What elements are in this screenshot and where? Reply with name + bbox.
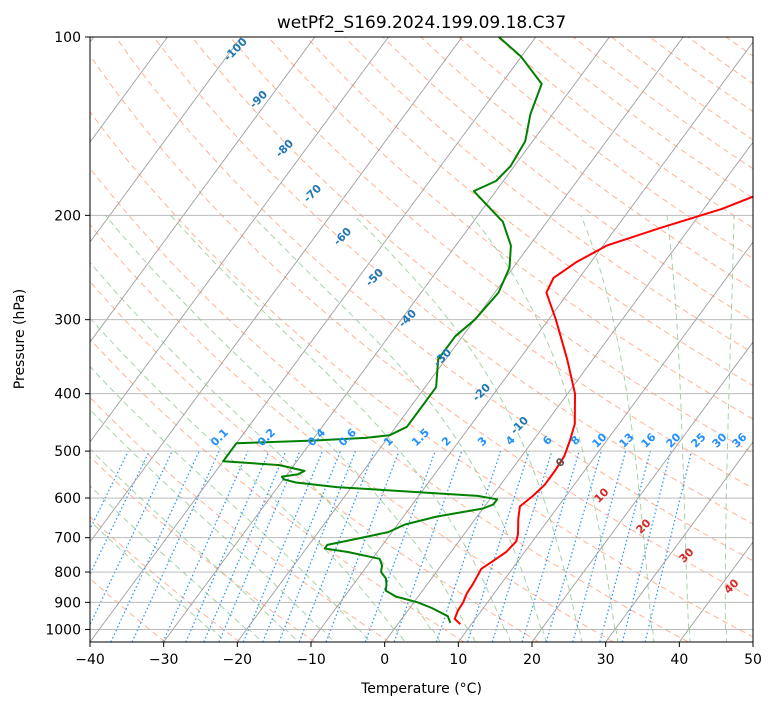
isotherm-grid (90, 37, 753, 642)
moist-adiabat-line (541, 628, 547, 642)
isotherm-line (90, 37, 463, 543)
pressure-grid (90, 36, 753, 630)
mixing-ratio-line (131, 450, 220, 642)
moist-adiabat-line (504, 628, 512, 642)
mixing-ratio-line (242, 450, 324, 642)
y-tick-label: 600 (54, 491, 81, 507)
moist-adiabat-line (430, 628, 441, 642)
y-tick-label: 800 (54, 565, 81, 581)
x-tick-label: −10 (296, 652, 326, 668)
chart-title: wetPf2_S169.2024.199.09.18.C37 (277, 13, 566, 33)
sounding-profiles (222, 37, 753, 625)
isotherm-line (90, 37, 537, 642)
mixing-ratio-line (644, 450, 693, 642)
x-tick-label: 0 (380, 652, 389, 668)
y-tick-label: 300 (54, 313, 81, 329)
isotherm-line (236, 37, 684, 642)
x-tick-label: 30 (597, 652, 615, 668)
mixing-ratio-line (218, 450, 301, 642)
moist-adiabat-line (320, 628, 335, 642)
mixing-ratio-line (110, 450, 200, 642)
dry-adiabat-line (90, 455, 315, 642)
mixing-ratio-line (364, 450, 436, 642)
moist-adiabat-line (246, 628, 263, 642)
x-tick-label: −30 (149, 652, 179, 668)
dry-adiabat-line (90, 167, 689, 642)
moist-adiabat-line (170, 214, 505, 630)
mixing-ratio-line (572, 450, 627, 642)
isotherm-line (90, 37, 168, 143)
moist-adiabat-line (105, 214, 469, 630)
x-tick-label: −40 (75, 652, 105, 668)
moist-adiabat-line (283, 628, 299, 642)
isotherm-line (90, 37, 389, 443)
x-tick-label: 10 (449, 652, 467, 668)
moist-adiabat-line (209, 628, 227, 642)
dry-adiabat-line (267, 37, 753, 420)
y-tick-label: 100 (54, 30, 81, 46)
mixing-ratio-line (393, 450, 463, 642)
mixing-ratio-line (162, 450, 249, 642)
mixing-ratio-line (491, 450, 553, 642)
y-axis-label: Pressure (hPa) (12, 289, 28, 389)
moist-adiabat-line (357, 628, 370, 642)
y-axis: 100 200 300 400 500 600 700 800 900 1000 (45, 30, 90, 638)
x-tick-label: 40 (670, 652, 688, 668)
isotherm-line (384, 141, 753, 642)
mixing-ratio-line (185, 450, 270, 642)
moist-adiabat-line (614, 628, 619, 642)
mixing-ratio-line (466, 450, 530, 642)
dry-adiabat-line (764, 37, 775, 642)
x-axis: −40 −30 −20 −10 0 10 20 30 40 50 (75, 642, 762, 668)
dry-adiabat-line (305, 37, 753, 387)
mixing-ratio-line (521, 450, 580, 642)
isotherm-line (605, 441, 753, 642)
mixing-ratio-line (435, 450, 502, 642)
dry-adiabat-line (90, 577, 166, 642)
x-tick-label: −20 (223, 652, 253, 668)
y-tick-label: 200 (54, 208, 81, 224)
moist-adiabat-line (90, 520, 211, 630)
isotherm-line (531, 341, 753, 642)
mixing-ratio-line (203, 450, 287, 642)
dry-adiabat-line (420, 37, 753, 290)
moist-adiabat-line (90, 261, 432, 630)
moist-adiabat-line (353, 214, 579, 630)
moist-adiabat-line (725, 628, 727, 642)
x-tick-label: 50 (744, 652, 762, 668)
dry-adiabat-line (229, 37, 753, 454)
dry-adiabat-line (90, 223, 614, 642)
moist-adiabat-line (393, 628, 406, 642)
isotherm-line (90, 37, 242, 243)
dry-adiabat-line (90, 396, 390, 642)
dry-adiabat-line (191, 37, 753, 489)
isotherm-line (457, 241, 753, 642)
dewpoint-profile (222, 37, 543, 624)
isotherm-line (310, 41, 753, 642)
mixing-ratio-line (599, 450, 651, 642)
y-tick-label: 900 (54, 595, 81, 611)
moist-adiabat-line (651, 628, 655, 642)
isotherm-line (163, 37, 610, 642)
isotherm-line (752, 641, 753, 642)
plot-area (90, 37, 753, 642)
moist-adiabat-line (688, 628, 691, 642)
y-tick-label: 1000 (45, 622, 81, 638)
moist-adiabat-line (578, 628, 583, 642)
isotherm-line (90, 37, 316, 343)
plot-frame (89, 36, 754, 643)
mixing-ratio-line (621, 450, 672, 642)
y-tick-label: 500 (54, 444, 81, 460)
y-tick-label: 700 (54, 531, 81, 547)
mixing-ratio-line (90, 450, 129, 531)
moist-adiabat-line (467, 628, 476, 642)
temperature-profile (453, 195, 753, 625)
mixing-ratio-line (90, 450, 173, 627)
x-axis-label: Temperature (°C) (360, 681, 482, 697)
plot-background (90, 37, 753, 642)
x-tick-label: 20 (523, 652, 541, 668)
y-tick-label: 400 (54, 387, 81, 403)
